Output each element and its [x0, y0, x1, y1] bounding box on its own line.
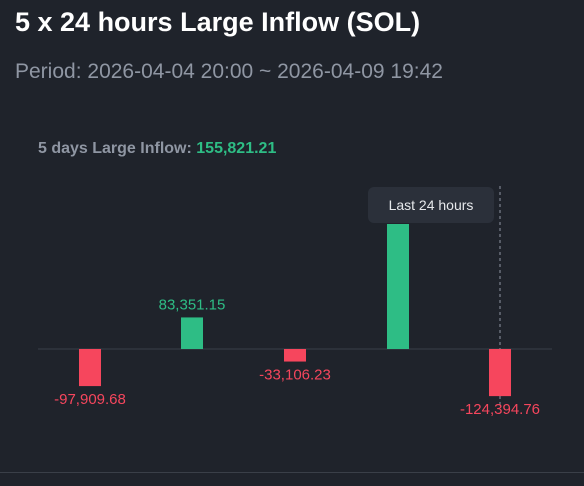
period-text: Period: 2026-04-04 20:00 ~ 2026-04-09 19…: [15, 60, 443, 84]
bar-value-label-2: 83,351.15: [159, 296, 226, 313]
bar-4: [387, 224, 409, 349]
inflow-bar-chart: -97,909.6883,351.15-33,106.233-124,394.7…: [38, 186, 552, 418]
period-value: 2026-04-04 20:00 ~ 2026-04-09 19:42: [87, 60, 443, 83]
bar-value-label-3: -33,106.23: [259, 367, 331, 384]
bar-value-label-1: -97,909.68: [54, 391, 126, 408]
summary-label: 5 days Large Inflow:: [38, 140, 192, 157]
summary-value: 155,821.21: [196, 140, 277, 157]
bar-2: [181, 317, 203, 349]
hover-tooltip: Last 24 hours: [368, 187, 494, 223]
bar-3: [284, 349, 306, 362]
bar-5: [489, 349, 511, 397]
inflow-summary: 5 days Large Inflow: 155,821.21: [38, 140, 276, 158]
bottom-divider: [0, 472, 584, 473]
bar-value-label-5: -124,394.76: [460, 401, 540, 418]
period-label: Period:: [15, 60, 82, 83]
bar-1: [79, 349, 101, 387]
page-title: 5 x 24 hours Large Inflow (SOL): [15, 7, 421, 37]
